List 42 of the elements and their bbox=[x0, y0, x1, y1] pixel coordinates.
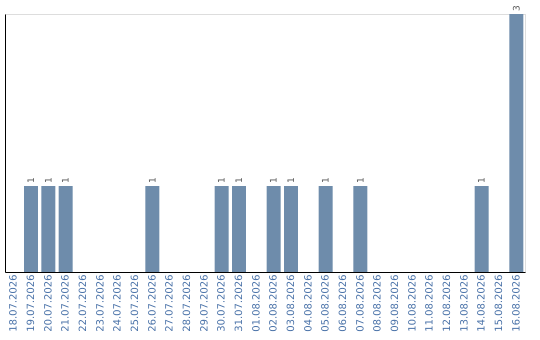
x-tick-label: 26.07.2026 bbox=[147, 274, 158, 332]
x-tick-label: 02.08.2026 bbox=[268, 274, 280, 332]
x-tick-label: 30.07.2026 bbox=[216, 274, 228, 332]
x-tick-label: 07.08.2026 bbox=[355, 274, 366, 332]
data-label: 1 bbox=[356, 177, 366, 183]
x-tick-label: 15.08.2026 bbox=[494, 274, 505, 332]
data-label: 1 bbox=[235, 177, 245, 183]
data-label: 1 bbox=[270, 177, 280, 183]
x-tick-label: 24.07.2026 bbox=[112, 274, 124, 332]
x-tick-label: 08.08.2026 bbox=[372, 274, 384, 332]
data-label: 1 bbox=[287, 177, 297, 183]
x-tick-label: 29.07.2026 bbox=[199, 274, 210, 332]
x-tick-label: 23.07.2026 bbox=[95, 274, 106, 332]
x-tick-label: 16.08.2026 bbox=[511, 274, 522, 332]
data-label: 1 bbox=[44, 177, 54, 183]
x-tick-label: 09.08.2026 bbox=[390, 274, 401, 332]
x-tick-label: 25.07.2026 bbox=[130, 274, 141, 332]
x-tick-label: 10.08.2026 bbox=[407, 274, 418, 332]
x-tick-label: 11.08.2026 bbox=[424, 274, 436, 332]
x-tick-label: 20.07.2026 bbox=[43, 274, 54, 332]
x-tick-label: 01.08.2026 bbox=[251, 274, 262, 332]
x-tick-label: 28.07.2026 bbox=[182, 274, 193, 332]
x-tick-label: 31.07.2026 bbox=[234, 274, 245, 332]
x-tick-label: 12.08.2026 bbox=[442, 274, 453, 332]
x-tick-label: 06.08.2026 bbox=[338, 274, 349, 332]
data-label: 1 bbox=[322, 177, 332, 183]
data-label: 1 bbox=[218, 177, 228, 183]
x-tick-label: 21.07.2026 bbox=[60, 274, 72, 332]
data-label: 1 bbox=[148, 177, 158, 183]
x-tick-label: 05.08.2026 bbox=[320, 274, 332, 332]
x-tick-label: 14.08.2026 bbox=[476, 274, 488, 332]
x-tick-label: 04.08.2026 bbox=[303, 274, 314, 332]
x-tick-label: 13.08.2026 bbox=[459, 274, 470, 332]
data-label: 1 bbox=[62, 177, 72, 183]
data-label: 1 bbox=[27, 177, 37, 183]
data-label: 3 bbox=[512, 5, 522, 11]
x-tick-label: 18.07.2026 bbox=[8, 274, 20, 332]
x-tick-label: 19.07.2026 bbox=[26, 274, 37, 332]
x-tick-label: 22.07.2026 bbox=[78, 274, 89, 332]
x-tick-label: 27.07.2026 bbox=[164, 274, 176, 332]
x-tick-label: 03.08.2026 bbox=[286, 274, 297, 332]
data-label: 1 bbox=[478, 177, 488, 183]
